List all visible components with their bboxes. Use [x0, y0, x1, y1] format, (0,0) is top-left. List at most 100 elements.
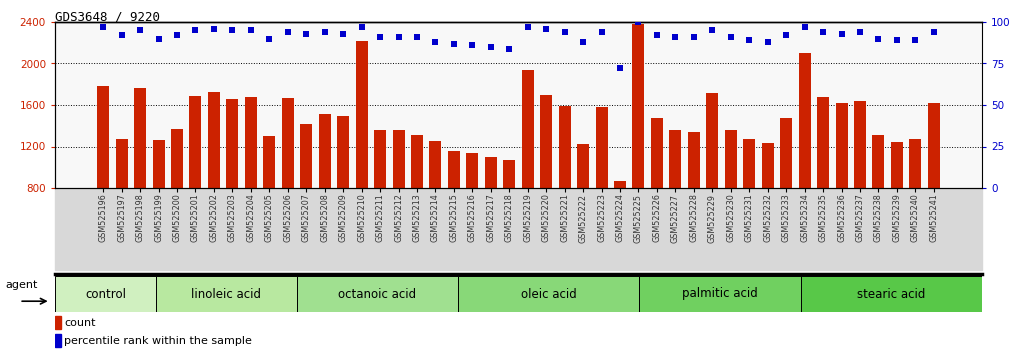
- Point: [427, 39, 443, 45]
- Point: [316, 29, 333, 35]
- Point: [538, 26, 554, 32]
- Bar: [651, 119, 663, 271]
- Point: [631, 19, 647, 25]
- Text: octanoic acid: octanoic acid: [339, 287, 417, 301]
- Point: [778, 33, 794, 38]
- Text: palmitic acid: palmitic acid: [682, 287, 758, 301]
- Bar: [300, 124, 312, 271]
- Bar: [798, 53, 811, 271]
- Bar: [614, 181, 626, 271]
- Bar: [55, 276, 156, 312]
- Bar: [596, 107, 607, 271]
- Point: [335, 31, 351, 36]
- Bar: [522, 70, 534, 271]
- Bar: [817, 97, 829, 271]
- Bar: [503, 160, 516, 271]
- Point: [520, 24, 536, 30]
- Bar: [687, 132, 700, 271]
- Bar: [393, 130, 405, 271]
- Point: [354, 24, 370, 30]
- Point: [445, 41, 462, 46]
- Bar: [467, 153, 478, 271]
- Point: [391, 34, 407, 40]
- Bar: [297, 276, 458, 312]
- Point: [889, 38, 905, 43]
- Text: linoleic acid: linoleic acid: [191, 287, 261, 301]
- Bar: [640, 276, 800, 312]
- Bar: [762, 143, 774, 271]
- Bar: [928, 103, 940, 271]
- Point: [612, 65, 629, 71]
- Point: [243, 28, 259, 33]
- Point: [796, 24, 813, 30]
- Bar: [263, 136, 276, 271]
- Bar: [909, 139, 921, 271]
- Bar: [356, 41, 367, 271]
- Point: [556, 29, 573, 35]
- Bar: [134, 88, 146, 271]
- Bar: [374, 130, 386, 271]
- Point: [575, 39, 591, 45]
- Point: [205, 26, 222, 32]
- Bar: [577, 144, 589, 271]
- Point: [132, 28, 148, 33]
- Point: [760, 39, 776, 45]
- Bar: [891, 142, 903, 271]
- Bar: [207, 92, 220, 271]
- Bar: [189, 96, 201, 271]
- Bar: [725, 130, 736, 271]
- Point: [852, 29, 869, 35]
- Bar: [854, 101, 866, 271]
- Point: [151, 36, 167, 41]
- Point: [871, 36, 887, 41]
- Bar: [458, 276, 640, 312]
- Bar: [800, 276, 982, 312]
- Bar: [318, 114, 331, 271]
- Bar: [227, 99, 238, 271]
- Point: [704, 28, 720, 33]
- Text: stearic acid: stearic acid: [857, 287, 925, 301]
- Bar: [171, 129, 183, 271]
- Point: [594, 29, 610, 35]
- Bar: [55, 316, 61, 329]
- Bar: [558, 106, 571, 271]
- Bar: [282, 98, 294, 271]
- Point: [723, 34, 739, 40]
- Bar: [156, 276, 297, 312]
- Point: [667, 34, 683, 40]
- Point: [483, 44, 499, 50]
- Bar: [873, 135, 885, 271]
- Point: [741, 38, 758, 43]
- Text: control: control: [84, 287, 126, 301]
- Point: [925, 29, 942, 35]
- Point: [261, 36, 278, 41]
- Bar: [485, 157, 497, 271]
- Bar: [669, 130, 681, 271]
- Bar: [245, 97, 257, 271]
- Point: [685, 34, 702, 40]
- Point: [833, 31, 849, 36]
- Bar: [447, 151, 460, 271]
- Bar: [780, 119, 792, 271]
- Point: [224, 28, 240, 33]
- Bar: [836, 103, 847, 271]
- Point: [169, 33, 185, 38]
- Bar: [540, 95, 552, 271]
- Point: [464, 42, 480, 48]
- Bar: [116, 139, 127, 271]
- Point: [187, 28, 203, 33]
- Bar: [153, 140, 165, 271]
- Text: percentile rank within the sample: percentile rank within the sample: [64, 336, 252, 346]
- Text: oleic acid: oleic acid: [521, 287, 577, 301]
- Point: [372, 34, 388, 40]
- Text: GDS3648 / 9220: GDS3648 / 9220: [55, 11, 160, 24]
- Point: [280, 29, 296, 35]
- Point: [298, 31, 314, 36]
- Bar: [337, 116, 349, 271]
- Bar: [98, 86, 109, 271]
- Bar: [429, 141, 441, 271]
- Point: [409, 34, 425, 40]
- Bar: [411, 135, 423, 271]
- Point: [95, 24, 111, 30]
- Point: [114, 33, 130, 38]
